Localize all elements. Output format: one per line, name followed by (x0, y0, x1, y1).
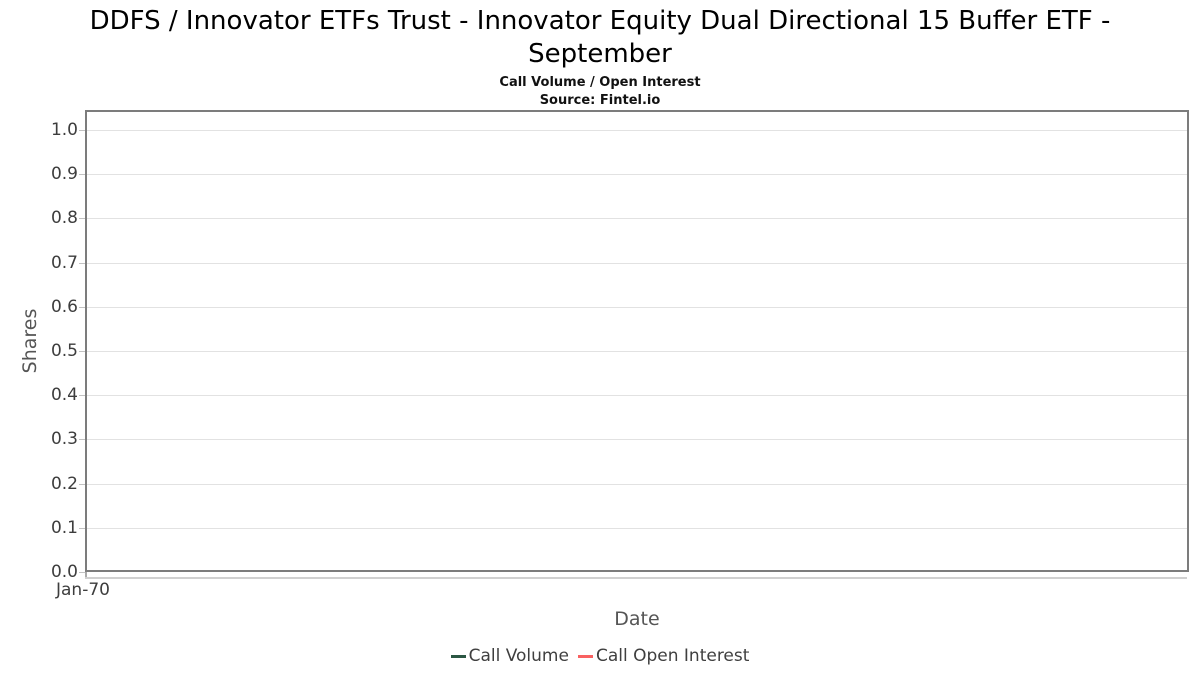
y-tick-label: 0.9 (50, 164, 78, 185)
gridline (87, 218, 1187, 220)
plot-area (85, 110, 1189, 572)
y-tick-label: 0.8 (50, 208, 78, 229)
y-tick-mark (79, 218, 85, 220)
gridline (87, 306, 1187, 308)
x-axis-title: Date (614, 608, 660, 630)
y-axis-title: Shares (19, 308, 41, 374)
y-tick-label: 0.4 (50, 385, 78, 406)
legend-item-call-volume[interactable]: Call Volume (450, 646, 569, 666)
gridline (87, 395, 1187, 397)
y-tick-label: 0.1 (50, 517, 78, 538)
gridline (87, 527, 1187, 529)
y-tick-label: 0.3 (50, 429, 78, 450)
y-tick-mark (79, 395, 85, 397)
gridline (87, 439, 1187, 441)
chart-title: DDFS / Innovator ETFs Trust - Innovator … (89, 6, 1111, 69)
gridline (87, 483, 1187, 485)
gridline (87, 174, 1187, 176)
chart-header: DDFS / Innovator ETFs Trust - Innovator … (0, 5, 1200, 108)
y-tick-label: 0.6 (50, 296, 78, 317)
legend-label-call-volume: Call Volume (468, 646, 569, 666)
y-tick-mark (79, 306, 85, 308)
x-tick-label: Jan-70 (56, 580, 110, 600)
chart-source-label: Source: Fintel.io (539, 93, 661, 108)
y-tick-label: 0.7 (50, 252, 78, 273)
chart-subtitle: Call Volume / Open Interest (499, 75, 701, 90)
y-tick-label: 0.2 (50, 473, 78, 494)
y-tick-label: 0.5 (50, 341, 78, 361)
y-tick-mark (79, 351, 85, 352)
gridline (87, 351, 1187, 352)
y-tick-mark (79, 439, 85, 441)
legend-dash-call-volume (450, 654, 466, 658)
gridline-layer (87, 112, 1187, 570)
x-axis-baseline (85, 577, 1187, 579)
y-tick-mark (79, 572, 85, 573)
legend-item-call-open-interest[interactable]: Call Open Interest (577, 646, 750, 666)
x-tick-mark (85, 572, 87, 577)
y-tick-mark (79, 527, 85, 529)
y-tick-mark (79, 130, 85, 131)
y-tick-mark (79, 483, 85, 485)
gridline (87, 262, 1187, 264)
y-tick-mark (79, 174, 85, 176)
legend-dash-call-open-interest (577, 654, 593, 658)
gridline (87, 130, 1187, 131)
y-tick-label: 1.0 (50, 120, 78, 140)
legend-label-call-open-interest: Call Open Interest (595, 646, 750, 666)
legend: Call Volume Call Open Interest (0, 646, 1200, 666)
y-tick-label: 0.0 (50, 562, 78, 582)
y-tick-mark (79, 262, 85, 264)
